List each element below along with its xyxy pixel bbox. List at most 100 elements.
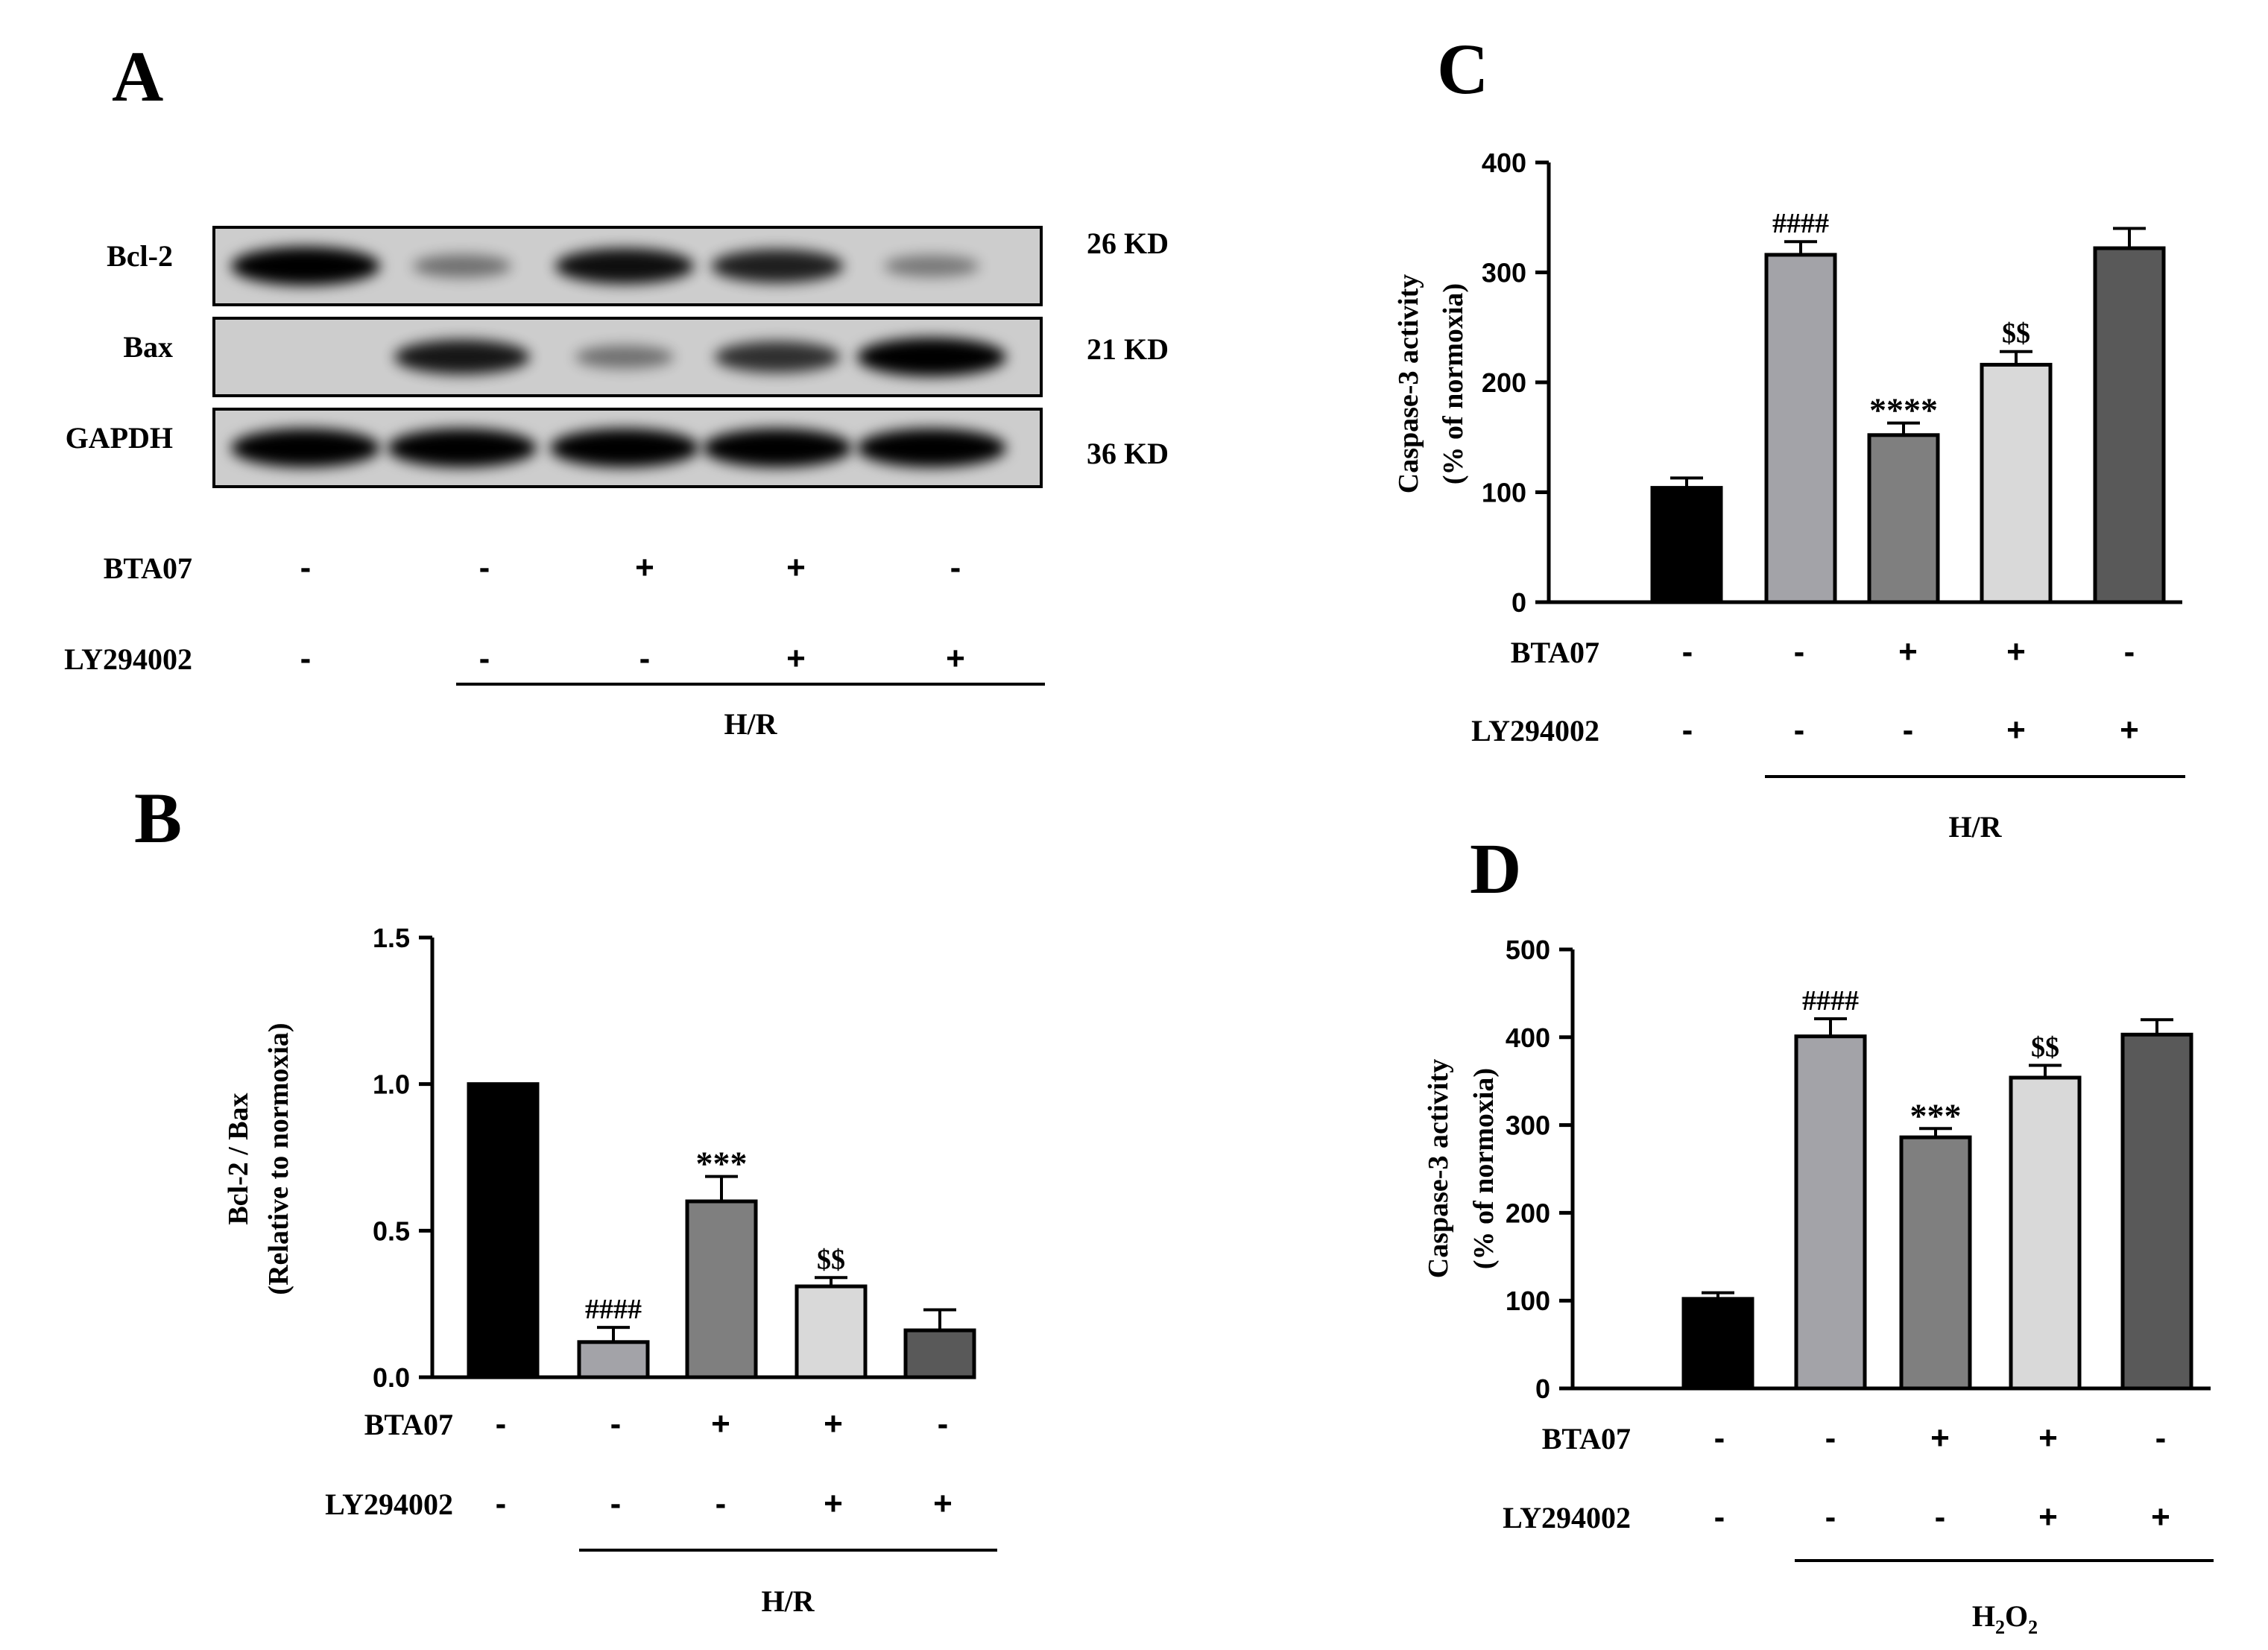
panel-b-condition-label: H/R	[761, 1584, 815, 1618]
chart-d-y-tick-label-2: 200	[1506, 1198, 1550, 1228]
blot-band-bax-lane-5	[857, 338, 1006, 376]
chart-d-treatment-label-bta07: BTA07	[1542, 1422, 1631, 1455]
chart-c-bar-2	[1764, 253, 1837, 604]
chart-d-bta07-sign-3: +	[1930, 1420, 1950, 1456]
chart-b-bta07-sign-1: -	[496, 1406, 507, 1442]
panel-a-ly294002-sign-5: +	[946, 640, 965, 677]
chart-d-ly294002-sign-1: -	[1714, 1499, 1725, 1535]
chart-b-annotation-3: ***	[696, 1145, 748, 1183]
chart-c-bta07-sign-5: -	[2124, 633, 2135, 670]
chart-c-bta07-sign-2: -	[1794, 633, 1805, 670]
chart-b-y-tick-label-3: 1.5	[373, 923, 410, 953]
chart-c-bta07-sign-1: -	[1682, 633, 1693, 670]
blot-size-bcl-2: 26 KD	[1087, 227, 1169, 260]
chart-b-ly294002-sign-3: -	[716, 1485, 727, 1522]
chart-b-bar-4	[795, 1284, 868, 1379]
chart-d-y-label-line-1: Caspase-3 activity	[1423, 1059, 1454, 1278]
panel-a-bta07-sign-2: -	[479, 549, 490, 586]
blot-band-gapdh-lane-5	[857, 429, 1006, 467]
chart-c-annotation-4: $$	[2002, 318, 2030, 350]
chart-c-ly294002-sign-4: +	[2006, 712, 2026, 748]
chart-b-annotation-2: ####	[585, 1294, 642, 1325]
chart-b-treatment-label-bta07: BTA07	[364, 1408, 453, 1441]
blot-band-bax-lane-4	[714, 341, 841, 373]
chart-d-ly294002-sign-4: +	[2038, 1499, 2058, 1535]
blot-band-gapdh-lane-1	[231, 429, 380, 467]
panel-a-bta07-sign-5: -	[950, 549, 961, 586]
panel-a-treatment-label-bta07: BTA07	[104, 551, 192, 585]
blot-band-bax-lane-3	[575, 345, 675, 369]
blot-size-gapdh: 36 KD	[1087, 437, 1169, 470]
chart-d-bar-1	[1681, 1297, 1754, 1391]
blot-band-gapdh-lane-2	[388, 429, 537, 467]
chart-c-bar-4	[1980, 362, 2053, 604]
panel-a-ly294002-sign-3: -	[639, 640, 651, 677]
chart-c-bta07-sign-4: +	[2006, 633, 2026, 670]
panel-a-bta07-sign-4: +	[786, 549, 806, 586]
chart-d-y-tick-label-5: 500	[1506, 935, 1550, 965]
panel-c-condition-label: H/R	[1948, 810, 2002, 844]
chart-d-y-tick-label-3: 300	[1506, 1110, 1550, 1141]
blot-band-gapdh-lane-3	[550, 429, 699, 467]
chart-d-ly294002-sign-5: +	[2151, 1499, 2170, 1535]
chart-d-y-tick-label-0: 0	[1535, 1374, 1550, 1404]
panel-letter-a: A	[112, 37, 163, 116]
panel-a-condition-label: H/R	[724, 707, 777, 741]
chart-c-y-tick-label-1: 100	[1482, 478, 1526, 508]
chart-d-treatment-label-ly294002: LY294002	[1503, 1501, 1631, 1534]
chart-b-ly294002-sign-2: -	[610, 1485, 622, 1522]
blot-size-bax: 21 KD	[1087, 332, 1169, 366]
chart-d-bta07-sign-2: -	[1825, 1420, 1836, 1456]
blot-band-bcl-2-lane-1	[231, 247, 380, 285]
chart-c-annotation-3: ****	[1869, 391, 1938, 429]
chart-b-bar-1	[467, 1082, 540, 1379]
chart-c-y-label-line-2: (% of normoxia)	[1438, 283, 1469, 484]
chart-b-bar-5	[903, 1328, 976, 1379]
chart-c-bar-5	[2093, 246, 2166, 604]
chart-c-bar-3	[1867, 433, 1940, 604]
chart-b: 0.0 0.5 1.0 1.5 Bcl-2 / Bax (Relative to norm…	[223, 923, 976, 1522]
chart-d-annotation-4: $$	[2031, 1031, 2059, 1063]
blot-band-bcl-2-lane-4	[711, 249, 844, 283]
chart-c: 0 100 200 300 400 Caspase-3 activity (% of nor…	[1393, 148, 2182, 748]
condition-h: H	[1972, 1599, 1995, 1633]
chart-c-treatment-label-bta07: BTA07	[1511, 636, 1599, 669]
chart-d-y-label-line-2: (% of normoxia)	[1468, 1068, 1500, 1269]
chart-b-ly294002-sign-4: +	[824, 1485, 843, 1522]
blot-band-gapdh-lane-4	[703, 429, 852, 467]
chart-d-ly294002-sign-3: -	[1935, 1499, 1946, 1535]
chart-d-y-tick-label-1: 100	[1506, 1286, 1550, 1316]
panel-a-ly294002-sign-2: -	[479, 640, 490, 677]
chart-c-ly294002-sign-5: +	[2120, 712, 2139, 748]
chart-c-y-tick-label-4: 400	[1482, 148, 1526, 178]
chart-c-bta07-sign-3: +	[1898, 633, 1918, 670]
panel-d-condition-label: H2O2	[1972, 1599, 2038, 1638]
chart-b-bar-3	[685, 1199, 758, 1379]
panel-a-ly294002-sign-4: +	[786, 640, 806, 677]
panel-a-treatment-table: BTA07 - - + + - LY294002 - - - + +	[64, 549, 965, 677]
blot-label-bax: Bax	[123, 330, 173, 364]
condition-sub-2: 2	[2028, 1616, 2038, 1638]
chart-d: 0 100 200 300 400 500 Caspase-3 activity (% of …	[1423, 935, 2211, 1535]
chart-d-bta07-sign-1: -	[1714, 1420, 1725, 1456]
chart-d-annotation-3: ***	[1910, 1096, 1962, 1134]
chart-b-y-tick-label-2: 1.0	[373, 1069, 410, 1100]
blot-label-bcl-2: Bcl-2	[107, 239, 173, 273]
chart-c-ly294002-sign-3: -	[1903, 712, 1914, 748]
chart-b-bta07-sign-3: +	[711, 1406, 730, 1442]
chart-b-y-label-line-2: (Relative to normoxia)	[263, 1022, 294, 1295]
chart-d-bta07-sign-4: +	[2038, 1420, 2058, 1456]
chart-b-annotation-4: $$	[817, 1244, 845, 1275]
chart-b-y-tick-label-1: 0.5	[373, 1216, 410, 1246]
chart-c-ly294002-sign-2: -	[1794, 712, 1805, 748]
chart-b-ly294002-sign-5: +	[933, 1485, 953, 1522]
condition-sub-1: 2	[1995, 1616, 2005, 1638]
chart-d-bar-5	[2120, 1032, 2193, 1391]
blot-band-bax-lane-2	[394, 339, 530, 375]
panel-a-treatment-label-ly294002: LY294002	[64, 642, 192, 676]
chart-b-bar-2	[577, 1340, 650, 1379]
panel-letter-b: B	[134, 778, 182, 858]
chart-d-y-tick-label-4: 400	[1506, 1022, 1550, 1053]
chart-b-treatment-label-ly294002: LY294002	[325, 1488, 453, 1521]
